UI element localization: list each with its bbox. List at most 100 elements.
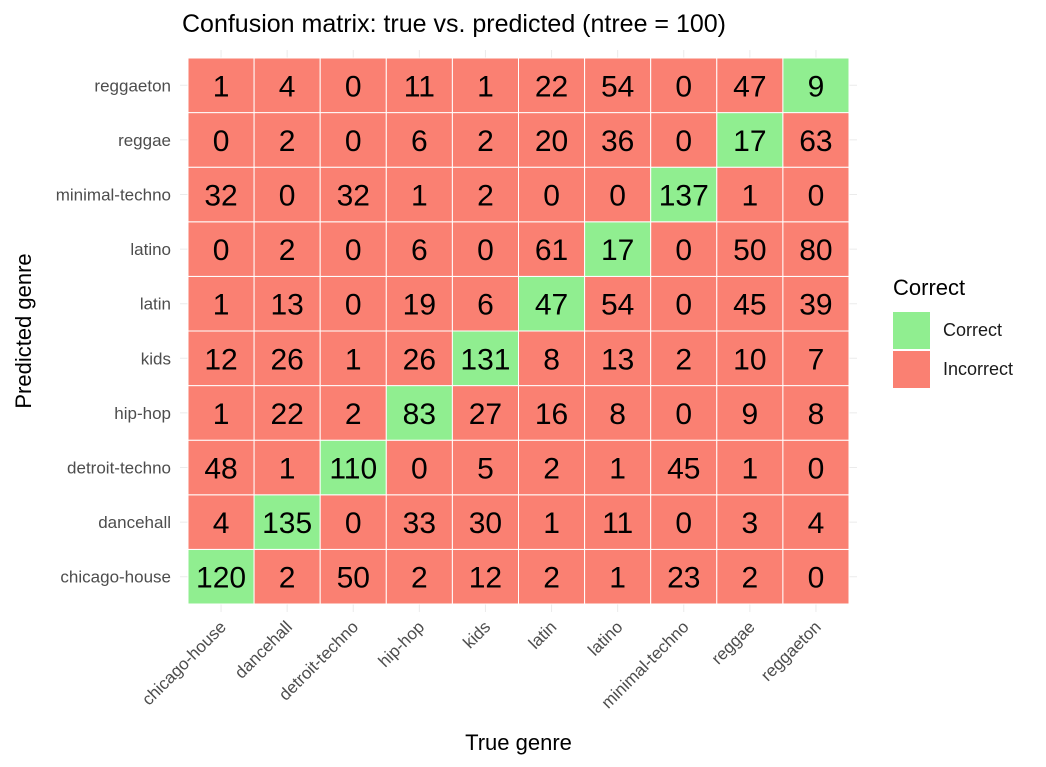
tile-incorrect xyxy=(451,166,519,223)
cell-value-label: 63 xyxy=(799,125,832,158)
y-tick-label: hip-hop xyxy=(114,404,171,423)
tile-incorrect xyxy=(716,385,784,441)
y-tick-label: latino xyxy=(130,240,171,259)
tile-incorrect xyxy=(584,548,652,605)
cell-value-label: 1 xyxy=(543,507,560,540)
tile-incorrect xyxy=(716,166,784,223)
y-tick-label: latin xyxy=(140,295,171,314)
cell-value-label: 110 xyxy=(329,453,377,486)
cell-value-label: 11 xyxy=(404,70,435,103)
cell-value-label: 0 xyxy=(543,180,560,213)
cell-value-label: 0 xyxy=(345,234,362,267)
tile-incorrect xyxy=(650,57,718,114)
cell-value-label: 11 xyxy=(602,507,633,540)
tile-incorrect xyxy=(253,166,321,223)
cell-value-label: 0 xyxy=(675,507,692,540)
cell-value-label: 45 xyxy=(733,289,766,322)
cell-value-label: 32 xyxy=(337,180,370,213)
cell-value-label: 1 xyxy=(213,398,230,431)
tile-incorrect xyxy=(253,57,321,114)
tile-incorrect xyxy=(319,221,387,277)
cell-value-label: 0 xyxy=(808,180,825,213)
cell-value-label: 9 xyxy=(808,70,825,103)
cell-value-label: 19 xyxy=(403,289,436,322)
cell-value-label: 0 xyxy=(609,180,626,213)
cell-value-label: 0 xyxy=(345,289,362,322)
tile-correct xyxy=(385,385,453,441)
cell-value-label: 120 xyxy=(196,562,246,595)
tile-incorrect xyxy=(253,439,321,496)
tile-incorrect xyxy=(782,548,850,605)
tile-incorrect xyxy=(716,275,784,332)
tile-incorrect xyxy=(385,57,453,114)
x-tick-label: kids xyxy=(459,617,494,652)
cell-value-label: 23 xyxy=(667,562,700,595)
cell-value-label: 2 xyxy=(411,562,428,595)
tile-incorrect xyxy=(518,166,586,223)
tile-incorrect xyxy=(716,548,784,605)
legend-item-incorrect: Incorrect xyxy=(893,350,1013,389)
tile-incorrect xyxy=(319,166,387,223)
tile-incorrect xyxy=(518,439,586,496)
tile-incorrect xyxy=(253,385,321,441)
cell-value-label: 1 xyxy=(213,70,230,103)
tile-correct xyxy=(584,221,652,277)
tile-incorrect xyxy=(187,57,255,114)
tile-incorrect xyxy=(253,221,321,277)
cell-value-label: 45 xyxy=(667,453,700,486)
cell-value-label: 16 xyxy=(535,398,568,431)
cell-value-label: 61 xyxy=(535,234,568,267)
cell-value-label: 2 xyxy=(543,453,560,486)
cell-value-label: 2 xyxy=(279,234,296,267)
cell-value-label: 0 xyxy=(213,125,230,158)
cell-value-label: 54 xyxy=(601,289,634,322)
tile-incorrect xyxy=(319,330,387,387)
y-tick-label: reggaeton xyxy=(94,76,171,95)
cell-value-label: 80 xyxy=(799,234,832,267)
x-tick-label: reggaeton xyxy=(757,617,825,685)
cell-value-label: 6 xyxy=(411,234,428,267)
cell-value-label: 2 xyxy=(477,125,494,158)
cell-value-label: 0 xyxy=(411,453,428,486)
y-tick-label: minimal-techno xyxy=(56,186,171,205)
x-tick-label: latin xyxy=(525,617,560,652)
x-tick-label: reggae xyxy=(708,617,759,668)
tile-incorrect xyxy=(451,548,519,605)
tile-incorrect xyxy=(782,112,850,168)
tile-incorrect xyxy=(716,330,784,387)
tile-incorrect xyxy=(782,221,850,277)
chart-title: Confusion matrix: true vs. predicted (nt… xyxy=(182,10,727,38)
tile-incorrect xyxy=(782,494,850,550)
cell-value-label: 32 xyxy=(204,180,237,213)
tile-incorrect xyxy=(782,439,850,496)
tile-incorrect xyxy=(650,385,718,441)
cell-value-label: 22 xyxy=(535,70,568,103)
cell-value-label: 131 xyxy=(460,343,510,376)
tile-incorrect xyxy=(518,57,586,114)
cell-value-label: 54 xyxy=(601,70,634,103)
tile-incorrect xyxy=(782,275,850,332)
cell-value-label: 0 xyxy=(213,234,230,267)
cell-value-label: 13 xyxy=(601,343,634,376)
tile-incorrect xyxy=(782,166,850,223)
cell-value-label: 48 xyxy=(204,453,237,486)
cell-value-label: 22 xyxy=(270,398,303,431)
cell-value-label: 12 xyxy=(204,343,237,376)
cell-value-label: 1 xyxy=(213,289,230,322)
cell-value-label: 9 xyxy=(742,398,759,431)
tile-incorrect xyxy=(584,57,652,114)
legend-title: Correct xyxy=(893,275,966,300)
cell-value-label: 0 xyxy=(675,234,692,267)
cell-value-label: 2 xyxy=(477,180,494,213)
tile-incorrect xyxy=(187,221,255,277)
cell-value-label: 26 xyxy=(270,343,303,376)
tile-incorrect xyxy=(584,166,652,223)
cell-value-label: 6 xyxy=(477,289,494,322)
y-tick-label: kids xyxy=(141,349,171,368)
cell-value-label: 2 xyxy=(279,562,296,595)
legend: Correct Correct Incorrect xyxy=(893,275,1013,389)
y-tick-label: detroit-techno xyxy=(67,459,171,478)
tile-correct xyxy=(716,112,784,168)
y-axis-title: Predicted genre xyxy=(11,253,36,408)
tile-incorrect xyxy=(385,548,453,605)
